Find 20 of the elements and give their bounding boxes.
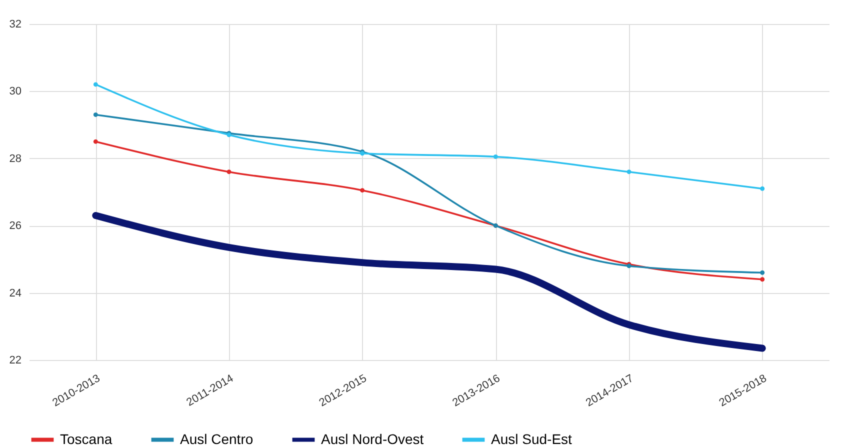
point: [760, 277, 765, 282]
y-tick-label: 28: [9, 152, 22, 165]
legend-label: Ausl Nord-Ovest: [321, 430, 424, 447]
point: [93, 82, 98, 87]
point: [626, 170, 632, 174]
y-tick-label: 22: [9, 354, 22, 366]
legend-label: Ausl Centro: [180, 430, 254, 447]
point: [93, 139, 98, 144]
y-tick-label: 32: [9, 18, 22, 30]
legend-label: Ausl Sud-Est: [491, 430, 572, 447]
point: [226, 170, 232, 174]
y-tick-label: 30: [9, 86, 22, 98]
y-tick-label: 24: [9, 287, 22, 300]
point: [493, 154, 498, 159]
point: [360, 188, 365, 193]
point: [760, 186, 765, 191]
point: [93, 112, 98, 117]
legend-label: Toscana: [60, 430, 112, 447]
y-tick-label: 26: [9, 220, 22, 232]
point: [760, 270, 765, 275]
